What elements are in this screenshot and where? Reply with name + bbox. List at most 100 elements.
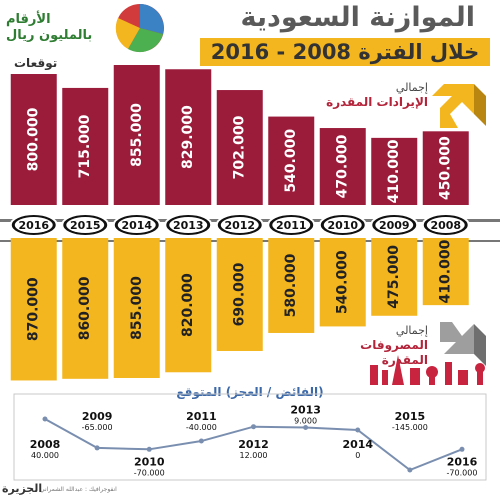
revenue-legend-line-1: إجمالي xyxy=(395,81,428,94)
expense-bar xyxy=(62,238,109,379)
surplus-point xyxy=(42,416,48,422)
bars-layer: 800.000 870.000 2016 715.000 860.000 2015 855.… xyxy=(0,65,500,381)
revenue-value-label: 800.000 xyxy=(26,107,42,171)
expense-value-label: 870.000 xyxy=(26,277,42,341)
revenue-legend: إجمالي الإيرادات المقدرة xyxy=(318,80,428,110)
year-tick-label: 2013 xyxy=(173,219,204,232)
year-pill-inner xyxy=(66,217,105,233)
year-tick-label: 2014 xyxy=(121,219,152,232)
surplus-year-label: 2011 xyxy=(186,410,217,423)
revenue-value-label: 410.000 xyxy=(386,139,402,203)
expense-bar xyxy=(319,238,366,327)
revenue-bar xyxy=(371,137,418,205)
surplus-point xyxy=(94,445,100,451)
surplus-point xyxy=(355,427,361,433)
surplus-point xyxy=(251,424,256,430)
expense-value-label: 860.000 xyxy=(77,276,93,340)
surplus-value-label: -145.000 xyxy=(392,423,428,432)
year-tick-label: 2011 xyxy=(276,219,307,232)
surplus-value-label: 12.000 xyxy=(240,451,268,460)
expense-legend-line-2: المصروفات المقدرة xyxy=(360,338,428,367)
year-pill-inner xyxy=(117,217,156,233)
revenue-bar xyxy=(319,128,366,205)
page-subtitle: خلال الفترة 2008 - 2016 xyxy=(200,38,490,66)
revenue-value-label: 450.000 xyxy=(438,136,454,200)
expense-bar xyxy=(371,238,418,316)
revenue-bar xyxy=(268,116,315,205)
expense-value-label: 475.000 xyxy=(386,245,402,309)
expense-value-label: 580.000 xyxy=(283,253,299,317)
surplus-value-label: -70.000 xyxy=(134,468,165,477)
year-pill-inner xyxy=(426,217,465,233)
year-tick-label: 2008 xyxy=(430,219,461,232)
year-tick-label: 2009 xyxy=(379,219,410,232)
surplus-year-label: 2015 xyxy=(395,410,426,423)
page-title: الموازنة السعودية xyxy=(240,2,475,33)
arrow-down-icon xyxy=(440,322,486,366)
revenue-bar xyxy=(216,90,263,205)
expense-bar xyxy=(10,238,57,381)
surplus-value-label: -40.000 xyxy=(186,423,217,432)
units-line-1: الأرقام xyxy=(6,12,51,27)
surplus-year-label: 2013 xyxy=(290,404,321,417)
revenue-value-label: 829.000 xyxy=(180,105,196,169)
surplus-value-label: 40.000 xyxy=(31,451,59,460)
year-tick-label: 2015 xyxy=(70,219,101,232)
expense-value-label: 820.000 xyxy=(180,273,196,337)
surplus-value-label: 0 xyxy=(355,451,360,460)
expense-bar xyxy=(216,238,263,351)
logo: الجزيرة xyxy=(2,482,43,495)
surplus-value-label: -65.000 xyxy=(82,423,113,432)
year-pill-inner xyxy=(14,217,53,233)
arrow-up-icon xyxy=(432,84,486,128)
surplus-year-label: 2016 xyxy=(447,455,478,468)
revenue-legend-line-2: الإيرادات المقدرة xyxy=(326,95,428,109)
expense-legend: إجمالي المصروفات المقدرة xyxy=(318,323,428,368)
revenue-bar xyxy=(10,74,57,205)
year-pill-inner xyxy=(323,217,362,233)
revenue-value-label: 855.000 xyxy=(129,103,145,167)
expense-bar xyxy=(165,238,212,373)
surplus-point xyxy=(198,438,204,444)
expense-bar xyxy=(422,238,469,306)
year-pill-inner xyxy=(272,217,311,233)
surplus-point xyxy=(146,446,152,452)
year-tick-label: 2012 xyxy=(224,219,255,232)
pie-icon xyxy=(115,4,164,53)
expense-value-label: 410.000 xyxy=(438,239,454,303)
year-tick-label: 2016 xyxy=(18,219,49,232)
expense-bar xyxy=(268,238,315,333)
surplus-year-label: 2014 xyxy=(342,438,373,451)
revenue-value-label: 470.000 xyxy=(335,134,351,198)
year-tick-label: 2010 xyxy=(327,219,358,232)
revenue-bar xyxy=(165,69,212,205)
surplus-year-label: 2012 xyxy=(238,438,269,451)
surplus-year-label: 2010 xyxy=(134,455,165,468)
expense-value-label: 540.000 xyxy=(335,250,351,314)
surplus-point xyxy=(303,425,309,431)
expense-legend-line-1: إجمالي xyxy=(395,324,428,337)
units-note: الأرقام بالمليون ريال xyxy=(6,12,116,44)
revenue-value-label: 702.000 xyxy=(232,115,248,179)
expense-bar xyxy=(113,238,160,378)
surplus-point xyxy=(407,467,413,473)
year-pill-inner xyxy=(375,217,414,233)
line-layer: 200840.0002009-65.0002010-70.0002011-40.… xyxy=(13,393,487,481)
revenue-bar xyxy=(62,87,109,205)
credit-text: انفوجرافيك : عبدالله الشمراني xyxy=(40,486,117,493)
year-pill-inner xyxy=(220,217,259,233)
surplus-value-label: -70.000 xyxy=(447,468,478,477)
forecast-label: توقعات xyxy=(14,56,58,70)
expense-value-label: 855.000 xyxy=(129,276,145,340)
revenue-bar xyxy=(113,65,160,205)
expense-value-label: 690.000 xyxy=(232,262,248,326)
units-line-2: بالمليون ريال xyxy=(6,28,93,43)
surplus-title: (الفائض / العجز) المتوقع xyxy=(176,385,324,399)
revenue-value-label: 540.000 xyxy=(283,129,299,193)
surplus-panel xyxy=(13,393,487,481)
surplus-year-label: 2009 xyxy=(82,410,113,423)
revenue-bar xyxy=(422,131,469,205)
year-pill-inner xyxy=(169,217,208,233)
surplus-year-label: 2008 xyxy=(30,438,61,451)
